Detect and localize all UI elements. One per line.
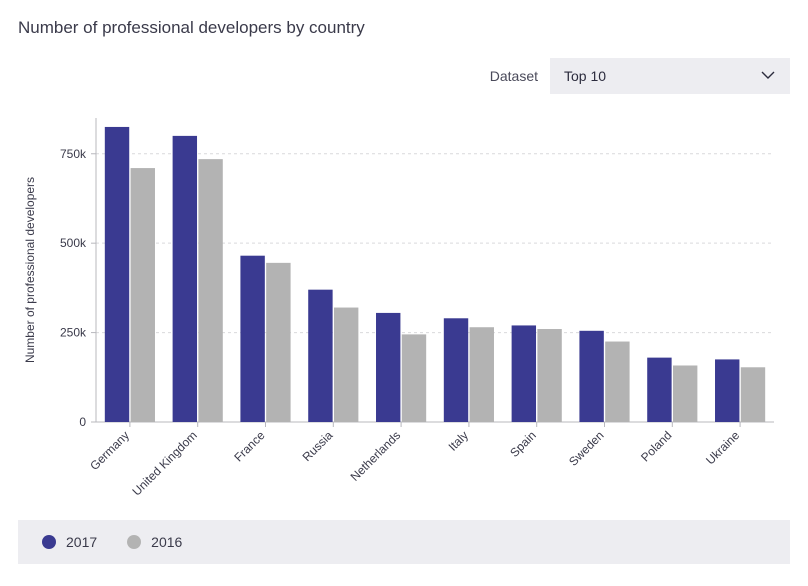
bar-2017 bbox=[173, 136, 197, 422]
legend-swatch bbox=[127, 535, 141, 549]
bar-2017 bbox=[647, 358, 671, 422]
bar-2016 bbox=[470, 327, 494, 422]
x-tick-label: Italy bbox=[446, 428, 471, 453]
legend-label: 2017 bbox=[66, 534, 97, 550]
bar-2016 bbox=[402, 334, 426, 422]
bar-2017 bbox=[512, 325, 536, 422]
x-tick-label: Poland bbox=[638, 428, 674, 464]
y-tick-label: 250k bbox=[60, 326, 87, 340]
x-tick-label: Ukraine bbox=[703, 428, 742, 467]
legend-swatch bbox=[42, 535, 56, 549]
bar-2016 bbox=[131, 168, 155, 422]
bar-2016 bbox=[334, 308, 358, 422]
x-tick-label: France bbox=[231, 428, 268, 465]
y-axis-label: Number of professional developers bbox=[23, 177, 37, 363]
bar-2017 bbox=[240, 256, 264, 422]
dataset-select[interactable]: Top 10 bbox=[550, 58, 790, 94]
x-tick-label: Spain bbox=[507, 428, 539, 460]
y-tick-label: 0 bbox=[79, 415, 86, 429]
bar-2016 bbox=[673, 365, 697, 422]
bar-2016 bbox=[605, 342, 629, 422]
legend-item: 2017 bbox=[42, 534, 97, 550]
bar-2017 bbox=[376, 313, 400, 422]
bar-2017 bbox=[579, 331, 603, 422]
bar-2016 bbox=[741, 367, 765, 422]
bar-chart: 0 250k 500k 750k GermanyUnited Kingdom France… bbox=[18, 112, 790, 512]
dataset-selected-value: Top 10 bbox=[564, 68, 606, 84]
bar-2016 bbox=[266, 263, 290, 422]
y-tick-label: 750k bbox=[60, 147, 87, 161]
bar-2016 bbox=[198, 159, 222, 422]
bar-2016 bbox=[537, 329, 561, 422]
x-tick-label: Russia bbox=[300, 428, 336, 464]
x-tick-label: Sweden bbox=[566, 428, 607, 469]
legend-label: 2016 bbox=[151, 534, 182, 550]
dataset-label: Dataset bbox=[490, 68, 538, 84]
chart-title: Number of professional developers by cou… bbox=[18, 18, 790, 38]
legend: 2017 2016 bbox=[18, 520, 790, 564]
y-tick-label: 500k bbox=[60, 236, 87, 250]
bar-2017 bbox=[308, 290, 332, 422]
x-tick-label: Netherlands bbox=[348, 428, 404, 484]
dataset-row: Dataset Top 10 bbox=[18, 58, 790, 94]
legend-item: 2016 bbox=[127, 534, 182, 550]
x-tick-label: Germany bbox=[87, 428, 132, 473]
chart-card: Number of professional developers by cou… bbox=[0, 0, 808, 564]
chevron-down-icon bbox=[760, 67, 776, 86]
bar-2017 bbox=[444, 318, 468, 422]
x-tick-label: United Kingdom bbox=[130, 428, 200, 498]
bar-2017 bbox=[105, 127, 129, 422]
bar-2017 bbox=[715, 359, 739, 422]
